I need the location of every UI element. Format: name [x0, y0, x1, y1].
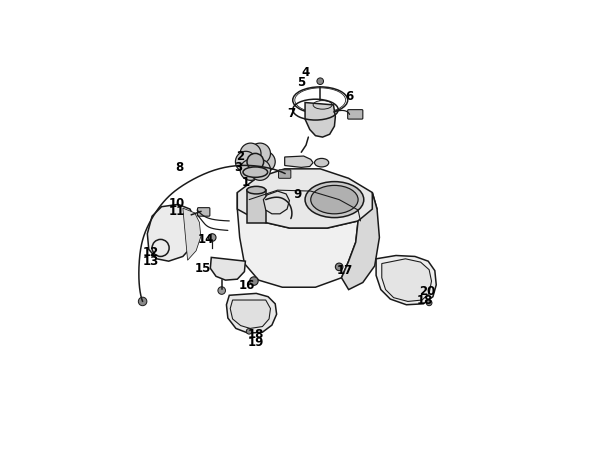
Text: 2: 2: [237, 150, 245, 162]
Circle shape: [246, 328, 252, 334]
Polygon shape: [183, 208, 201, 260]
Polygon shape: [147, 204, 196, 261]
Text: 6: 6: [345, 90, 354, 103]
Text: 3: 3: [234, 161, 243, 174]
Polygon shape: [226, 294, 277, 333]
Text: 1: 1: [242, 176, 250, 189]
Polygon shape: [237, 169, 377, 228]
Polygon shape: [230, 300, 271, 328]
Text: 17: 17: [337, 264, 353, 277]
Text: 18: 18: [248, 328, 264, 341]
Circle shape: [236, 152, 256, 172]
Polygon shape: [285, 156, 313, 167]
Ellipse shape: [247, 186, 266, 194]
Ellipse shape: [311, 185, 358, 214]
Circle shape: [240, 160, 261, 180]
FancyBboxPatch shape: [278, 170, 291, 178]
Text: 14: 14: [198, 233, 214, 247]
Text: 8: 8: [175, 161, 183, 174]
Circle shape: [255, 152, 275, 172]
Text: 19: 19: [248, 336, 264, 349]
Ellipse shape: [243, 167, 267, 177]
Polygon shape: [247, 190, 266, 223]
Circle shape: [218, 287, 225, 294]
Ellipse shape: [315, 158, 329, 167]
Circle shape: [240, 143, 261, 164]
Circle shape: [209, 234, 216, 241]
Circle shape: [138, 297, 147, 306]
Circle shape: [247, 153, 264, 170]
Text: 18: 18: [417, 294, 433, 306]
Polygon shape: [211, 257, 245, 280]
Text: 15: 15: [195, 262, 211, 275]
Polygon shape: [376, 256, 436, 305]
FancyBboxPatch shape: [198, 208, 210, 216]
Polygon shape: [341, 192, 379, 290]
Polygon shape: [237, 192, 358, 287]
Text: 5: 5: [297, 76, 305, 89]
Circle shape: [250, 277, 258, 285]
FancyBboxPatch shape: [348, 110, 363, 119]
Text: 20: 20: [419, 285, 435, 298]
Circle shape: [427, 300, 432, 306]
Text: 16: 16: [239, 279, 255, 292]
Text: 12: 12: [143, 246, 159, 259]
Circle shape: [317, 78, 324, 85]
Text: 11: 11: [169, 205, 185, 218]
Circle shape: [250, 160, 271, 180]
Text: 13: 13: [143, 255, 159, 268]
Text: 10: 10: [169, 197, 185, 210]
Polygon shape: [263, 191, 289, 214]
Circle shape: [250, 143, 271, 164]
Ellipse shape: [305, 181, 364, 218]
Text: 7: 7: [287, 107, 295, 120]
Polygon shape: [305, 103, 335, 137]
Text: 9: 9: [293, 189, 302, 201]
Text: 4: 4: [302, 66, 310, 79]
Circle shape: [335, 263, 343, 271]
Polygon shape: [382, 259, 431, 302]
